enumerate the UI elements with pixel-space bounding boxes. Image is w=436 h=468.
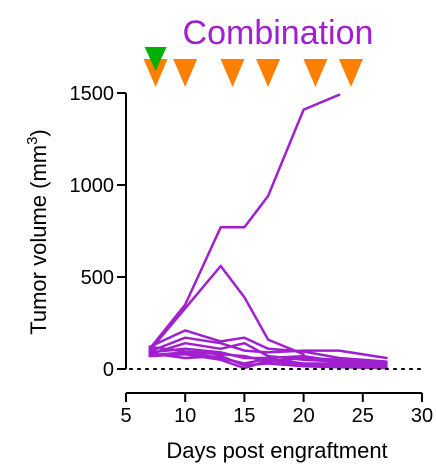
treatment-marker-4 bbox=[256, 59, 281, 87]
x-tick-label-30: 30 bbox=[411, 405, 433, 427]
y-tick-label-0: 0 bbox=[103, 359, 114, 381]
x-tick-label-15: 15 bbox=[233, 405, 255, 427]
series-line-4 bbox=[148, 336, 388, 360]
series-lines bbox=[148, 93, 388, 370]
treatment-markers bbox=[143, 47, 363, 87]
y-tick-label-1000: 1000 bbox=[70, 175, 115, 197]
treatment-marker-1 bbox=[143, 59, 168, 87]
y-axis-title-superscript: 3 bbox=[24, 137, 41, 145]
x-tick-label-20: 20 bbox=[292, 405, 314, 427]
treatment-marker-6 bbox=[338, 59, 363, 87]
y-tick-label-1500: 1500 bbox=[70, 83, 115, 105]
x-tick-label-25: 25 bbox=[352, 405, 374, 427]
series-line-7 bbox=[148, 351, 388, 369]
y-axis-title-close: ) bbox=[26, 129, 51, 136]
y-tick-label-500: 500 bbox=[81, 267, 114, 289]
x-axis-title: Days post engraftment bbox=[166, 438, 387, 463]
treatment-marker-5 bbox=[303, 59, 328, 87]
x-tick-label-10: 10 bbox=[174, 405, 196, 427]
series-line-3 bbox=[148, 329, 388, 363]
series-line-9 bbox=[148, 345, 388, 365]
first-treatment-marker-1 bbox=[144, 47, 167, 71]
series-line-10 bbox=[148, 352, 388, 370]
x-tick-label-5: 5 bbox=[120, 405, 131, 427]
treatment-marker-3 bbox=[220, 59, 245, 87]
series-line-2 bbox=[148, 264, 305, 356]
y-axis-title-main: Tumor volume (mm bbox=[26, 145, 51, 335]
y-axis-title: Tumor volume (mm3) bbox=[24, 129, 51, 335]
treatment-marker-2 bbox=[173, 59, 198, 87]
axes: 0 500 1000 1500 5 10 15 20 25 30 bbox=[70, 83, 434, 427]
series-line-1 bbox=[148, 93, 341, 351]
chart-title: Combination bbox=[183, 14, 374, 52]
